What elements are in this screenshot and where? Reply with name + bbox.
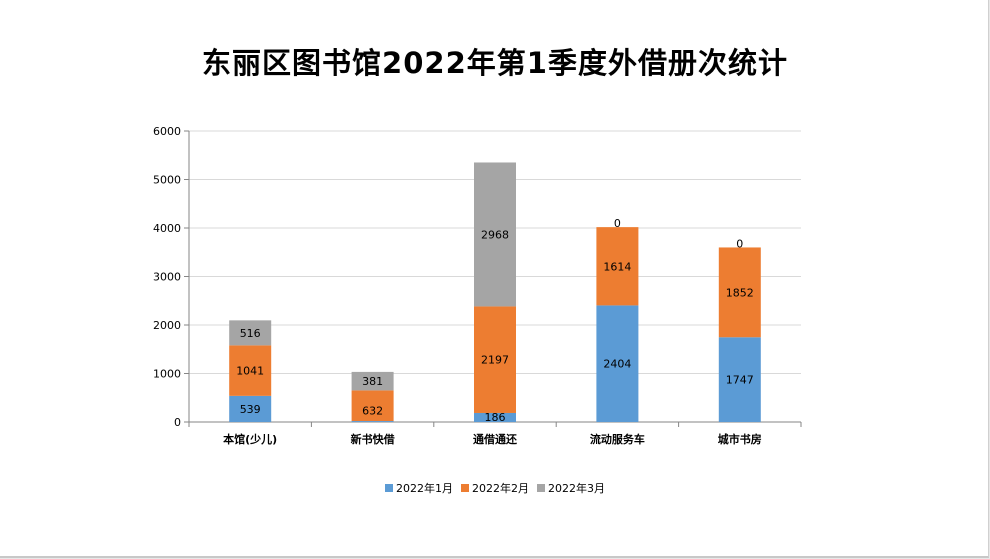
y-tick-label: 3000: [153, 271, 181, 284]
data-label: 1747: [726, 374, 754, 387]
data-label: 516: [240, 327, 261, 340]
y-tick-label: 0: [174, 416, 181, 429]
legend-label: 2022年2月: [472, 481, 529, 495]
y-tick-label: 6000: [153, 125, 181, 138]
bar-segment: [474, 412, 516, 422]
bar-segment: [596, 227, 639, 306]
data-label: 2197: [481, 354, 509, 367]
chart-title: 东丽区图书馆2022年第1季度外借册次统计: [202, 46, 788, 80]
legend-label: 2022年1月: [396, 481, 453, 495]
y-tick-label: 5000: [153, 174, 181, 187]
legend-swatch: [537, 484, 545, 492]
data-label: 2968: [481, 228, 509, 241]
data-label: 2404: [603, 358, 631, 371]
y-tick-label: 4000: [153, 222, 181, 235]
data-label: 539: [240, 403, 261, 416]
bar-segment: [229, 320, 272, 346]
data-label: 632: [362, 405, 383, 418]
x-tick-label: 新书快借: [351, 432, 395, 446]
data-label: 0: [614, 217, 621, 230]
bar-segment: [718, 337, 761, 422]
bar-segment: [718, 247, 761, 338]
y-tick-label: 2000: [153, 319, 181, 332]
x-tick-label: 通借通还: [473, 432, 518, 446]
bar-segment: [351, 371, 394, 391]
legend-swatch: [385, 484, 393, 492]
legend-swatch: [461, 484, 469, 492]
data-label: 381: [362, 375, 383, 388]
bar-segment: [351, 390, 394, 422]
data-label: 1614: [603, 260, 631, 273]
y-tick-label: 1000: [153, 368, 181, 381]
legend-label: 2022年3月: [548, 481, 605, 495]
bar-segment: [474, 306, 516, 413]
x-tick-label: 流动服务车: [590, 432, 645, 446]
bar-segment: [229, 395, 272, 422]
data-label: 186: [485, 411, 506, 424]
x-tick-label: 本馆(少儿): [223, 432, 277, 446]
bar-segment: [229, 345, 272, 396]
bar-segment: [596, 305, 639, 422]
data-label: 0: [736, 237, 743, 250]
bar-segment: [351, 421, 394, 422]
bar-segment: [474, 162, 516, 307]
data-label: 1852: [726, 286, 754, 299]
x-tick-label: 城市书房: [718, 432, 762, 446]
data-label: 1041: [236, 365, 264, 378]
